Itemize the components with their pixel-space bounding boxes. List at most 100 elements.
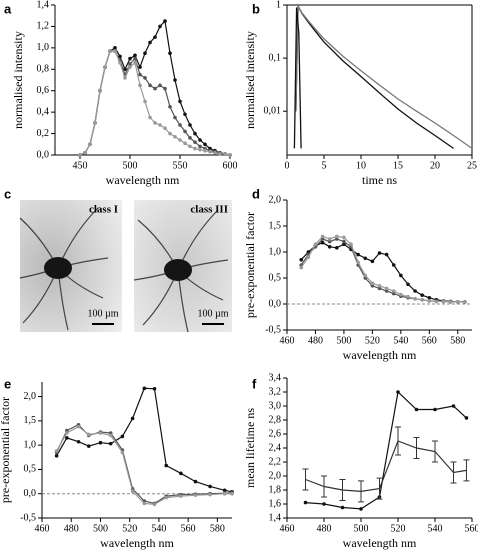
- y-tick-label: 1,4: [269, 512, 282, 523]
- data-point: [377, 251, 382, 255]
- data-point: [148, 83, 152, 88]
- data-point: [340, 505, 345, 510]
- y-axis-label: normalised intensity: [243, 31, 257, 129]
- data-point: [164, 495, 169, 500]
- data-point: [173, 134, 177, 139]
- data-point: [123, 76, 127, 80]
- x-tick-label: 500: [123, 160, 138, 171]
- panel-label: f: [252, 376, 257, 391]
- data-point: [179, 494, 183, 498]
- y-tick-label: 1,8: [269, 484, 282, 495]
- data-point: [391, 263, 396, 267]
- y-tick-label: 3,4: [269, 372, 282, 383]
- data-point: [349, 242, 353, 246]
- x-tick-label: 460: [280, 335, 295, 346]
- data-point: [163, 86, 167, 91]
- x-tick-label: 560: [181, 523, 196, 534]
- data-point: [335, 246, 339, 250]
- x-axis-label: time ns: [362, 173, 397, 187]
- data-point: [168, 131, 172, 136]
- x-tick-label: 15: [393, 160, 403, 171]
- data-point: [128, 56, 132, 61]
- y-tick-label: 0,2: [37, 128, 50, 139]
- x-tick-label: 600: [223, 160, 238, 171]
- image-label: class III: [190, 204, 228, 216]
- data-point: [433, 407, 437, 412]
- data-point: [173, 115, 177, 120]
- data-point: [306, 255, 311, 259]
- data-point: [230, 491, 234, 496]
- data-point: [223, 152, 227, 156]
- cell-body: [44, 257, 72, 279]
- data-point: [203, 142, 207, 147]
- data-point: [399, 292, 403, 297]
- data-point: [178, 138, 182, 142]
- x-tick-label: 520: [365, 335, 380, 346]
- data-point: [342, 242, 346, 246]
- series-line: [300, 241, 465, 303]
- data-point: [406, 294, 410, 299]
- data-point: [54, 454, 59, 458]
- x-tick-label: 480: [308, 335, 323, 346]
- data-point: [143, 76, 147, 80]
- data-point: [303, 500, 308, 505]
- data-point: [173, 78, 177, 82]
- data-point: [299, 265, 304, 270]
- x-axis-label: wavelength nm: [343, 536, 417, 550]
- data-point: [148, 115, 152, 120]
- data-point: [218, 152, 222, 156]
- data-point: [391, 289, 396, 293]
- y-tick-label: 0,0: [24, 488, 37, 499]
- data-point: [356, 252, 360, 257]
- data-point: [118, 61, 122, 65]
- data-point: [78, 153, 82, 157]
- y-tick-label: -0,5: [265, 324, 281, 335]
- data-point: [83, 151, 87, 155]
- y-tick-label: 3,2: [269, 386, 282, 397]
- y-axis-label: mean lifetime ns: [243, 408, 257, 488]
- data-point: [108, 49, 112, 53]
- x-tick-label: 500: [93, 523, 108, 534]
- series-line: [56, 425, 232, 506]
- panel-label: c: [4, 186, 11, 201]
- y-tick-label: 1,0: [37, 42, 50, 53]
- x-tick-label: 480: [64, 523, 79, 534]
- data-point: [178, 99, 182, 104]
- data-point: [455, 300, 460, 304]
- data-point: [222, 488, 227, 493]
- data-point: [133, 53, 137, 58]
- data-point: [138, 65, 142, 69]
- data-point: [427, 299, 432, 303]
- data-point: [183, 141, 187, 146]
- data-point: [143, 51, 147, 56]
- panel-label: a: [4, 1, 12, 16]
- y-tick-label: 0,0: [37, 149, 50, 160]
- data-point: [128, 62, 132, 66]
- x-tick-label: 25: [467, 160, 477, 171]
- data-point: [98, 88, 102, 93]
- data-point: [370, 259, 375, 264]
- data-point: [153, 35, 157, 39]
- data-point: [228, 153, 232, 157]
- data-point: [128, 65, 132, 69]
- data-point: [320, 234, 325, 239]
- data-point: [108, 441, 113, 446]
- data-point: [198, 138, 202, 142]
- data-point: [86, 444, 91, 448]
- data-point: [213, 151, 217, 155]
- scale-bar-label: 100 µm: [87, 308, 118, 319]
- data-point: [414, 407, 419, 412]
- data-point: [320, 240, 325, 245]
- data-point: [103, 65, 107, 69]
- data-point: [120, 434, 125, 439]
- y-tick-label: 0,01: [264, 106, 282, 117]
- data-point: [441, 299, 446, 304]
- data-point: [370, 281, 375, 286]
- y-tick-label: 1,5: [269, 220, 282, 231]
- data-point: [188, 136, 192, 140]
- data-point: [178, 123, 182, 127]
- data-point: [65, 431, 69, 435]
- x-tick-label: 500: [354, 523, 369, 534]
- data-point: [120, 450, 125, 455]
- data-point: [198, 147, 202, 152]
